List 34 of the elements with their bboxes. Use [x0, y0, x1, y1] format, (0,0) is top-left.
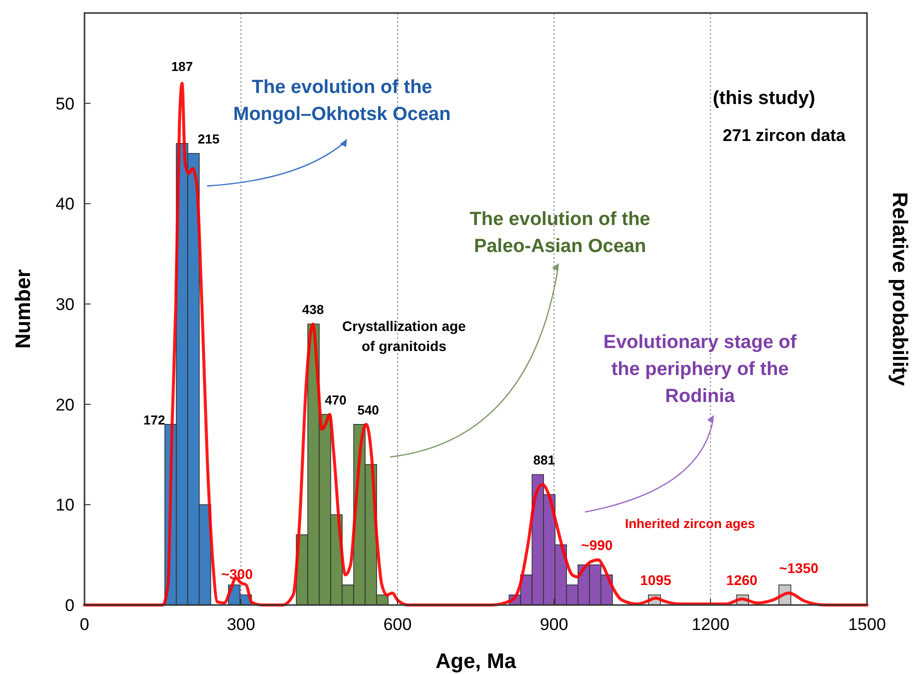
annotation: 172	[143, 412, 166, 428]
y2-axis-title: Relative probability	[888, 192, 911, 386]
annotation: 1260	[726, 572, 758, 588]
annotation: Evolutionary stage of the periphery of the Rodinia	[603, 332, 798, 407]
x-tick-label: 0	[80, 615, 90, 634]
annotation: 187	[171, 59, 193, 74]
y-tick-label: 40	[56, 194, 74, 214]
y-tick-label: 10	[56, 496, 74, 515]
annotation: The evolution of the Paleo-Asian Ocean	[470, 209, 650, 257]
annotation: ~990	[581, 536, 613, 553]
annotation: 1095	[640, 572, 672, 588]
annotation: ~300	[221, 566, 253, 582]
y-tick-label: 30	[56, 294, 74, 314]
annotation: 271 zircon data	[722, 126, 846, 145]
x-tick-label: 600	[383, 615, 412, 634]
y-tick-label: 20	[56, 395, 74, 414]
x-tick-label: 1200	[692, 615, 730, 634]
annotation: The evolution of the Mongol–Okhotsk Ocean	[233, 77, 451, 125]
y-tick-label: 0	[65, 596, 74, 615]
annotation: ~1350	[779, 560, 819, 576]
annotation: 215	[198, 131, 220, 146]
x-axis-title: Age, Ma	[435, 650, 516, 673]
annotation: Inherited zircon ages	[624, 516, 756, 531]
y-tick-label: 50	[56, 94, 74, 114]
annotation: Crystallization age of granitoids	[342, 318, 466, 354]
annotation: 470	[324, 392, 347, 408]
y-axis-title: Number	[12, 269, 35, 349]
x-tick-label: 300	[226, 615, 256, 634]
x-tick-label: 900	[540, 615, 568, 634]
x-tick-label: 1500	[848, 615, 886, 634]
annotation: 881	[533, 452, 555, 468]
annotation: 540	[357, 402, 380, 418]
annotation: (this study)	[712, 88, 816, 109]
annotation: 438	[302, 302, 324, 318]
